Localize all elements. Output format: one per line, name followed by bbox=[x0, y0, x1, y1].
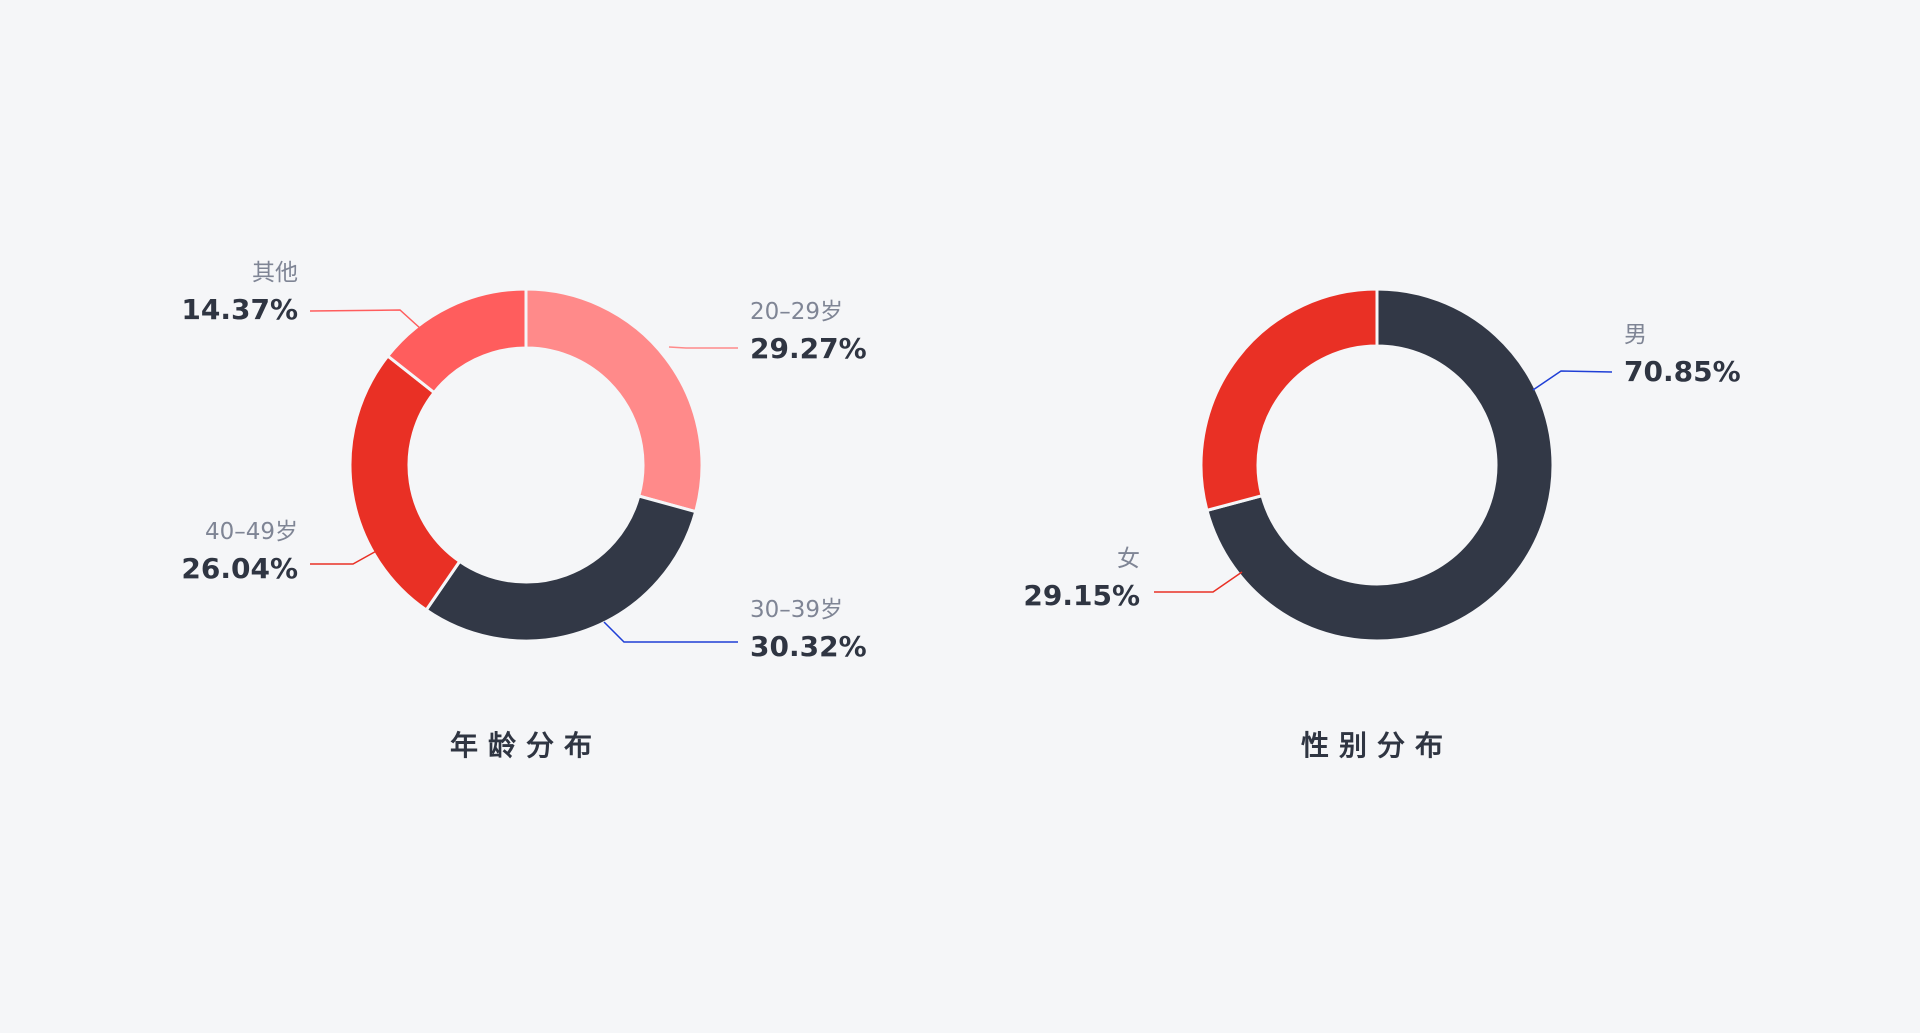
age-slices bbox=[350, 289, 702, 641]
gender-slice-1 bbox=[1201, 289, 1377, 510]
age-chart-title: 年龄分布 bbox=[450, 729, 602, 762]
age-slice-value-2: 26.04% bbox=[181, 552, 298, 585]
age-slice-2 bbox=[350, 356, 460, 610]
gender-slice-value-0: 70.85% bbox=[1624, 355, 1741, 388]
age-donut-chart: 20–29岁 29.27% 30–39岁 30.32% 40–49岁 26.04% 其他 14… bbox=[181, 260, 866, 762]
gender-slice-value-1: 29.15% bbox=[1023, 579, 1140, 612]
gender-slice-label-1: 女 bbox=[1117, 546, 1140, 572]
age-slice-label-2: 40–49岁 bbox=[205, 519, 298, 545]
gender-leader-line-1 bbox=[1154, 572, 1242, 592]
age-slice-value-1: 30.32% bbox=[750, 630, 867, 663]
age-slice-label-0: 20–29岁 bbox=[750, 299, 843, 325]
age-slice-0 bbox=[526, 289, 702, 512]
age-leader-line-2 bbox=[310, 549, 380, 564]
gender-chart-title: 性别分布 bbox=[1301, 729, 1453, 762]
age-leader-line-0 bbox=[669, 347, 738, 348]
age-slice-value-0: 29.27% bbox=[750, 332, 867, 365]
age-leader-line-3 bbox=[310, 310, 421, 329]
gender-donut-chart: 男 70.85% 女 29.15% 性别分布 bbox=[1023, 289, 1740, 762]
age-slice-value-3: 14.37% bbox=[181, 293, 298, 326]
gender-slice-label-0: 男 bbox=[1624, 322, 1647, 348]
age-slice-label-3: 其他 bbox=[252, 260, 298, 286]
age-slice-1 bbox=[426, 496, 695, 641]
gender-leader-line-0 bbox=[1533, 371, 1612, 390]
gender-labels: 男 70.85% 女 29.15% bbox=[1023, 322, 1740, 612]
age-slice-label-1: 30–39岁 bbox=[750, 597, 843, 623]
age-leader-line-1 bbox=[604, 622, 738, 642]
gender-slices bbox=[1201, 289, 1553, 641]
